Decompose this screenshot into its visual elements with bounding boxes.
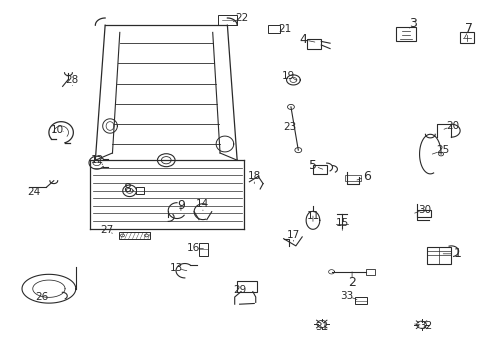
Bar	[198, 243, 208, 256]
Text: 9: 9	[177, 199, 184, 212]
Bar	[416, 210, 430, 217]
Text: 2: 2	[347, 276, 355, 289]
Text: 26: 26	[35, 292, 48, 302]
Text: 31: 31	[314, 322, 328, 332]
Bar	[306, 39, 321, 49]
Text: 20: 20	[445, 121, 458, 131]
Bar	[365, 269, 374, 275]
Text: 6: 6	[362, 170, 370, 183]
Bar	[136, 187, 144, 194]
Text: 17: 17	[286, 230, 300, 240]
Text: 3: 3	[408, 17, 416, 30]
Bar	[119, 232, 150, 239]
Text: 11: 11	[305, 211, 319, 221]
Bar	[345, 175, 360, 181]
Text: 25: 25	[435, 145, 448, 156]
Text: 7: 7	[465, 22, 472, 35]
Text: 24: 24	[27, 186, 41, 197]
Bar	[267, 25, 280, 33]
Text: 19: 19	[281, 71, 295, 81]
Text: 5: 5	[308, 159, 316, 172]
Text: 16: 16	[186, 243, 200, 253]
Text: 30: 30	[417, 204, 430, 215]
Text: 21: 21	[277, 24, 291, 34]
Text: 33: 33	[340, 291, 353, 301]
Text: 28: 28	[65, 75, 79, 85]
Bar	[459, 32, 473, 43]
Text: 4: 4	[299, 33, 306, 46]
Bar	[395, 27, 415, 41]
Text: 22: 22	[235, 13, 248, 23]
Text: 13: 13	[169, 263, 183, 273]
Text: 15: 15	[335, 218, 348, 228]
Bar	[217, 15, 237, 25]
Text: 18: 18	[247, 171, 261, 181]
Bar	[312, 165, 326, 174]
Text: 29: 29	[232, 285, 246, 295]
Text: 23: 23	[282, 122, 296, 132]
Bar	[354, 297, 366, 304]
Text: 14: 14	[196, 199, 209, 210]
Text: 12: 12	[91, 155, 104, 165]
Text: 1: 1	[452, 247, 460, 260]
Bar	[237, 281, 256, 292]
Bar	[426, 247, 450, 264]
Text: 10: 10	[51, 125, 64, 135]
Text: 32: 32	[418, 321, 431, 331]
Text: 27: 27	[100, 225, 113, 235]
Text: 8: 8	[123, 183, 131, 195]
